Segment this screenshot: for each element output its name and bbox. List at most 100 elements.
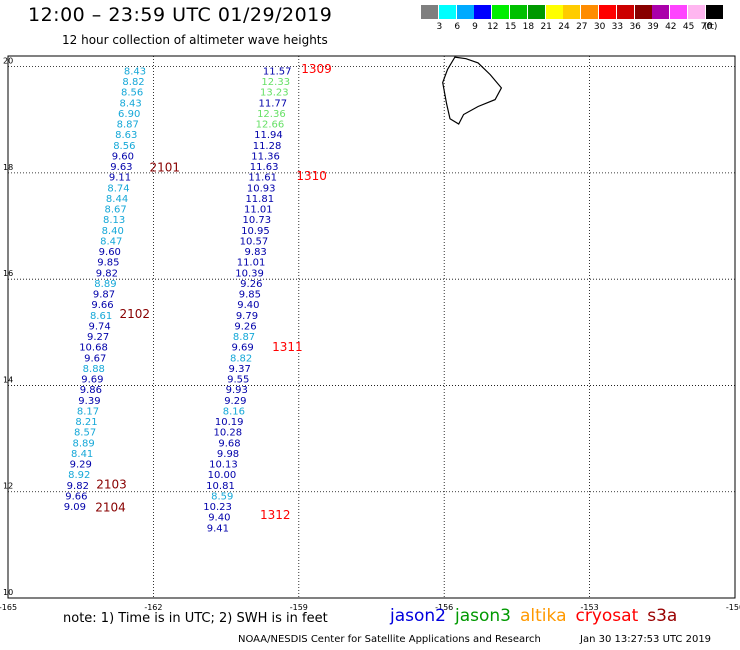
wave-height-label: 8.59 xyxy=(211,491,233,502)
wave-height-label: 11.28 xyxy=(253,141,282,152)
scale-label: 9 xyxy=(472,22,478,32)
wave-height-label: 8.82 xyxy=(230,353,252,364)
wave-height-label: 11.77 xyxy=(259,98,288,109)
wave-height-label: 8.13 xyxy=(103,215,125,226)
scale-label: 3 xyxy=(436,22,443,32)
y-tick-label: 12 xyxy=(3,482,13,491)
scale-swatch xyxy=(581,5,599,19)
wave-height-label: 9.41 xyxy=(207,523,229,534)
scale-unit: (ft) xyxy=(703,22,718,32)
wave-height-label: 12.36 xyxy=(257,109,286,120)
wave-height-label: 11.63 xyxy=(250,162,279,173)
wave-height-label: 12.66 xyxy=(256,120,285,131)
scale-label: 36 xyxy=(629,22,641,32)
wave-height-label: 8.82 xyxy=(122,77,144,88)
wave-height-label: 8.88 xyxy=(83,364,105,375)
wave-height-label: 8.43 xyxy=(124,66,146,77)
y-tick-label: 14 xyxy=(3,375,13,384)
wave-height-label: 9.29 xyxy=(70,460,92,471)
wave-height-label: 11.57 xyxy=(263,66,292,77)
wave-height-label: 8.87 xyxy=(233,332,255,343)
pass-number: 1312 xyxy=(260,508,291,522)
wave-height-label: 9.69 xyxy=(231,343,253,354)
wave-height-label: 10.39 xyxy=(235,268,264,279)
pass-number: 1309 xyxy=(301,62,332,76)
legend-altika: altika xyxy=(520,606,567,626)
x-tick-label: -165 xyxy=(0,603,17,612)
wave-height-label: 9.40 xyxy=(208,513,230,524)
wave-height-label: 13.23 xyxy=(260,88,289,99)
y-tick-label: 20 xyxy=(3,57,13,66)
wave-height-label: 9.83 xyxy=(245,247,267,258)
wave-height-label: 8.67 xyxy=(104,205,126,216)
scale-swatch xyxy=(705,5,723,19)
wave-height-label: 10.23 xyxy=(203,502,232,513)
x-tick-label: -159 xyxy=(290,603,308,612)
wave-height-label: 8.41 xyxy=(71,449,93,460)
wave-height-label: 9.82 xyxy=(67,481,89,492)
wave-height-label: 9.66 xyxy=(91,300,113,311)
scale-swatch xyxy=(599,5,616,19)
legend-jason3: jason3 xyxy=(455,606,511,626)
legend-jason2: jason2 xyxy=(390,606,446,626)
wave-height-label: 11.81 xyxy=(245,194,274,205)
wave-height-label: 9.87 xyxy=(93,290,115,301)
scale-label: 39 xyxy=(647,22,659,32)
wave-height-label: 9.26 xyxy=(234,321,256,332)
x-tick-label: -162 xyxy=(144,603,162,612)
wave-height-label: 11.01 xyxy=(237,258,266,269)
wave-height-label: 9.86 xyxy=(80,385,102,396)
wave-height-label: 8.47 xyxy=(100,236,122,247)
wave-height-label: 10.57 xyxy=(240,236,269,247)
generated-timestamp: Jan 30 13:27:53 UTC 2019 xyxy=(580,634,712,645)
wave-height-label: 9.74 xyxy=(88,321,110,332)
wave-height-label: 8.74 xyxy=(107,183,129,194)
x-tick-label: -153 xyxy=(581,603,599,612)
scale-label: 12 xyxy=(487,22,499,32)
wave-height-label: 10.68 xyxy=(79,343,108,354)
scale-swatch xyxy=(421,5,438,19)
wave-height-label: 10.81 xyxy=(206,481,235,492)
wave-height-label: 9.39 xyxy=(78,396,100,407)
wave-height-label: 8.44 xyxy=(106,194,128,205)
scale-swatch xyxy=(563,5,581,19)
scale-swatch xyxy=(510,5,527,19)
wave-height-label: 10.73 xyxy=(243,215,272,226)
wave-height-label: 8.92 xyxy=(68,470,90,481)
wave-height-label: 9.09 xyxy=(64,502,86,513)
scale-label: 6 xyxy=(454,22,461,32)
wave-height-label: 10.95 xyxy=(241,226,270,237)
wave-height-label: 8.40 xyxy=(102,226,124,237)
wave-height-label: 8.56 xyxy=(121,88,143,99)
wave-height-label: 9.60 xyxy=(99,247,121,258)
scale-swatch xyxy=(652,5,670,19)
wave-height-label: 9.82 xyxy=(96,268,118,279)
wave-height-label: 9.60 xyxy=(112,151,134,162)
wave-height-label: 10.13 xyxy=(209,460,238,471)
wave-height-label: 10.00 xyxy=(208,470,237,481)
wave-height-label: 8.16 xyxy=(223,406,245,417)
scale-swatch xyxy=(438,5,456,19)
scale-label: 70 xyxy=(700,22,713,32)
wave-height-label: 9.98 xyxy=(217,449,239,460)
scale-swatch xyxy=(492,5,510,19)
scale-label: 30 xyxy=(593,22,606,32)
wave-height-label: 9.40 xyxy=(237,300,259,311)
satellite-legend: jason2 jason3 altika cryosat s3a xyxy=(390,606,686,626)
wave-height-label: 6.90 xyxy=(118,109,140,120)
wave-height-label: 8.63 xyxy=(115,130,137,141)
scale-label: 21 xyxy=(540,22,552,32)
wave-height-label: 9.26 xyxy=(240,279,262,290)
legend-s3a: s3a xyxy=(647,606,678,626)
page-title: 12:00 – 23:59 UTC 01/29/2019 xyxy=(28,4,333,26)
y-tick-label: 16 xyxy=(3,269,13,278)
scale-label: 42 xyxy=(665,22,677,32)
wave-height-label: 9.37 xyxy=(229,364,251,375)
wave-height-label: 9.11 xyxy=(109,173,131,184)
pass-number: 1311 xyxy=(272,340,303,354)
wave-height-label: 9.85 xyxy=(97,258,119,269)
wave-height-label: 11.61 xyxy=(248,173,277,184)
scale-label: 27 xyxy=(576,22,588,32)
scale-label: 24 xyxy=(558,22,570,32)
wave-height-label: 10.19 xyxy=(215,417,244,428)
